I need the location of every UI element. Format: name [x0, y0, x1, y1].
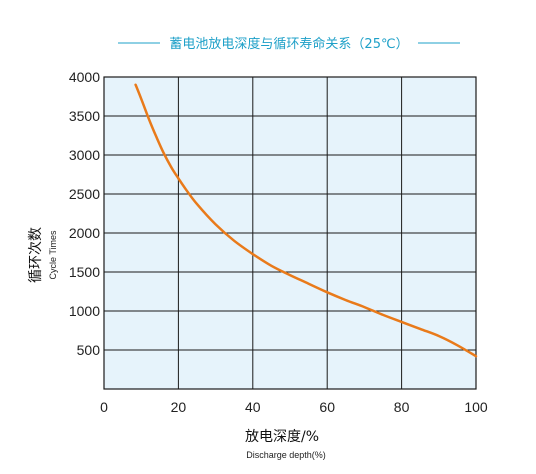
x-tick-label: 0 — [100, 399, 108, 415]
x-axis-sublabel: Discharge depth(%) — [246, 450, 326, 460]
x-tick-label: 40 — [245, 399, 261, 415]
x-tick-label: 80 — [394, 399, 410, 415]
y-tick-label: 500 — [77, 342, 101, 358]
y-tick-label: 3500 — [69, 108, 100, 124]
y-axis-sublabel: Cycle Times — [48, 230, 58, 280]
y-axis-label: 循环次数 — [28, 227, 44, 283]
x-tick-label: 100 — [464, 399, 488, 415]
y-tick-label: 1500 — [69, 264, 100, 280]
grid — [103, 76, 477, 390]
series-line — [134, 83, 478, 358]
x-axis-ticks: 0 20 40 60 80 100 — [100, 399, 488, 415]
y-tick-label: 3000 — [69, 147, 100, 163]
x-axis-label: 放电深度/% — [245, 429, 319, 445]
y-axis-ticks: 500 1000 1500 2000 2500 3000 3500 4000 — [69, 69, 100, 358]
plot-frame — [103, 76, 477, 390]
x-tick-label: 20 — [171, 399, 187, 415]
x-tick-label: 60 — [319, 399, 335, 415]
chart-title: 蓄电池放电深度与循环寿命关系（25℃） — [169, 36, 408, 52]
y-tick-label: 1000 — [69, 303, 100, 319]
y-tick-label: 2000 — [69, 225, 100, 241]
y-tick-label: 4000 — [69, 69, 100, 85]
y-tick-label: 2500 — [69, 186, 100, 202]
